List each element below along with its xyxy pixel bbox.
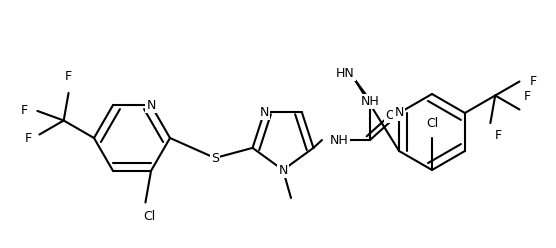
Text: N: N	[260, 106, 269, 119]
Text: N: N	[146, 99, 156, 112]
Text: S: S	[211, 152, 219, 164]
Text: F: F	[529, 75, 537, 88]
Text: O: O	[385, 109, 395, 122]
Text: F: F	[65, 70, 72, 83]
Text: NH: NH	[330, 133, 349, 147]
Text: HN: HN	[336, 67, 355, 80]
Text: N: N	[279, 163, 287, 177]
Text: F: F	[523, 91, 530, 103]
Text: NH: NH	[361, 95, 379, 108]
Text: Cl: Cl	[426, 117, 438, 130]
Text: F: F	[494, 129, 502, 142]
Text: Cl: Cl	[143, 210, 156, 223]
Text: F: F	[24, 132, 32, 145]
Text: N: N	[394, 106, 404, 120]
Text: F: F	[20, 104, 27, 117]
